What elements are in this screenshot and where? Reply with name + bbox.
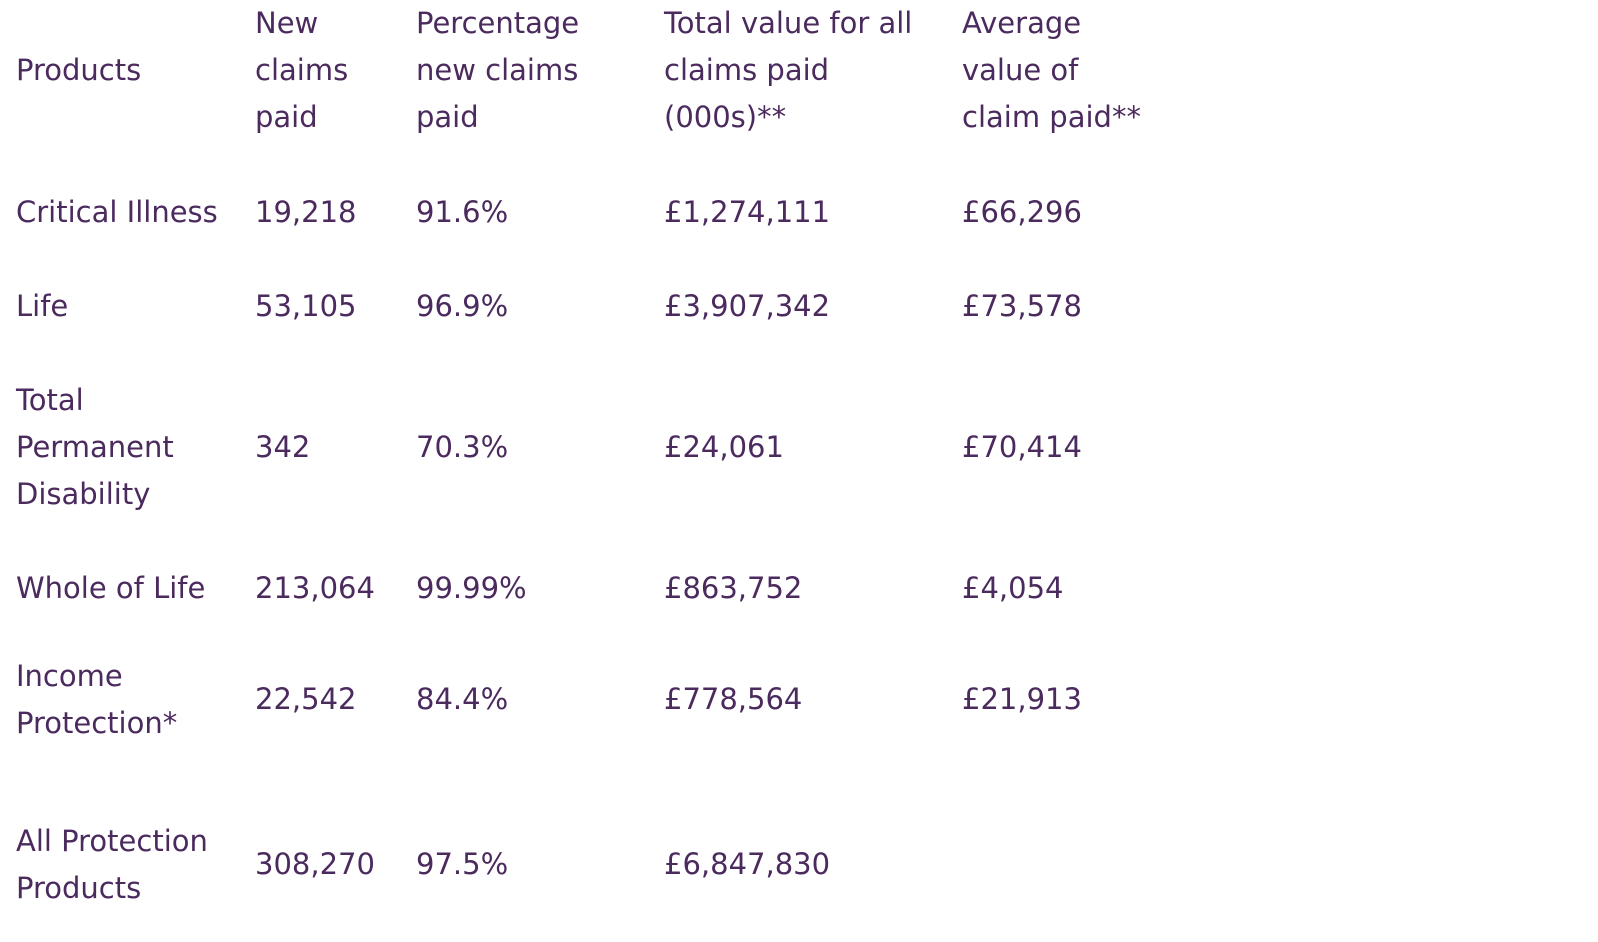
product-name: Total Permanent Disability [16,383,174,511]
percentage-paid: 91.6% [416,194,509,229]
table-row: Whole of Life 213,064 99.99% £863,752 £4… [16,565,1222,612]
new-claims-paid: 22,542 [255,682,357,716]
product-name: Life [16,289,69,323]
product-name: Critical Illness [16,194,218,229]
product-name: Whole of Life [16,571,206,605]
new-claims-paid: 342 [255,430,311,464]
total-value: £3,907,342 [664,289,831,323]
percentage-paid: 99.99% [416,571,527,605]
header-row: Products New claims paid Percentage new … [16,0,1222,141]
percentage-paid: 84.4% [416,682,509,716]
header-total-value-claims-paid: Total value for all claims paid (000s)** [664,6,913,134]
total-value: £863,752 [664,571,803,605]
average-value: £21,913 [962,682,1082,716]
header-new-claims-paid: New claims paid [255,6,349,134]
new-claims-paid: 213,064 [255,571,375,605]
total-value: £24,061 [664,430,784,464]
header-percentage-new-claims-paid: Percentage new claims paid [416,6,580,134]
average-value: £66,296 [962,194,1082,229]
total-value: £1,274,111 [664,194,831,229]
product-name: All Protection Products [16,823,208,905]
percentage-paid: 97.5% [416,847,509,881]
claims-table: Products New claims paid Percentage new … [16,0,1222,942]
average-value: £73,578 [962,289,1082,323]
percentage-paid: 96.9% [416,289,509,323]
new-claims-paid: 19,218 [255,194,357,229]
table-row: Life 53,105 96.9% £3,907,342 £73,578 [16,283,1222,330]
new-claims-paid: 308,270 [255,847,375,881]
table-row: Critical Illness 19,218 91.6% £1,274,111… [16,141,1222,283]
average-value [962,787,1222,942]
total-value: £6,847,830 [664,847,831,881]
table-row: Income Protection* 22,542 84.4% £778,564… [16,612,1222,787]
average-value: £70,414 [962,430,1082,464]
total-value: £778,564 [664,682,803,716]
table-row: Total Permanent Disability 342 70.3% £24… [16,330,1222,565]
percentage-paid: 70.3% [416,430,509,464]
new-claims-paid: 53,105 [255,289,357,323]
average-value: £4,054 [962,571,1064,605]
table-row-total: All Protection Products 308,270 97.5% £6… [16,787,1222,942]
product-name: Income Protection* [16,658,178,740]
header-average-value-claim-paid: Average value of claim paid** [962,6,1141,134]
header-products: Products [16,53,142,87]
